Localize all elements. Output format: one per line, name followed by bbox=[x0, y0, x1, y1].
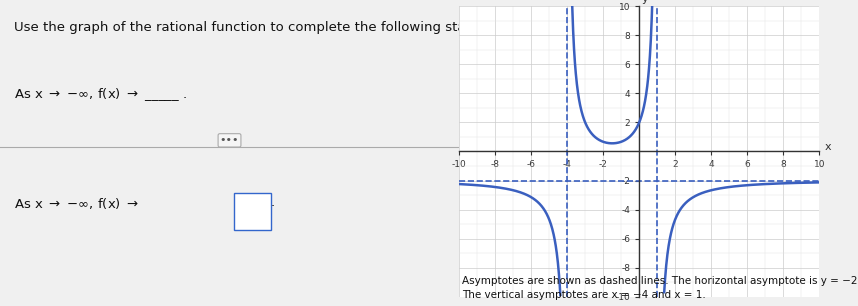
Text: •••: ••• bbox=[220, 135, 239, 145]
Text: Asymptotes are shown as dashed lines. The horizontal asymptote is y = −2.
The ve: Asymptotes are shown as dashed lines. Th… bbox=[462, 276, 858, 300]
Text: As x $\rightarrow$ $-\infty$, f(x) $\rightarrow$: As x $\rightarrow$ $-\infty$, f(x) $\rig… bbox=[14, 196, 139, 211]
FancyBboxPatch shape bbox=[234, 193, 271, 230]
Text: As x $\rightarrow$ $-\infty$, f(x) $\rightarrow$ _____ .: As x $\rightarrow$ $-\infty$, f(x) $\rig… bbox=[14, 86, 187, 103]
Text: x: x bbox=[825, 142, 831, 152]
Text: .: . bbox=[271, 196, 275, 209]
Text: Use the graph of the rational function to complete the following statement.: Use the graph of the rational function t… bbox=[14, 21, 517, 34]
Text: y: y bbox=[641, 0, 648, 4]
